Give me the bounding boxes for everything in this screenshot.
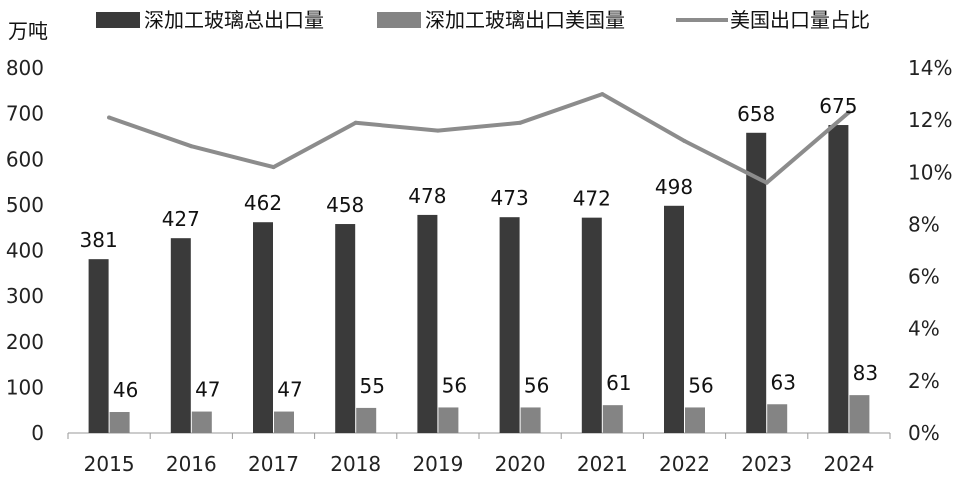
bar-us-export: [438, 407, 459, 433]
bar-us-export: [520, 407, 541, 433]
legend-swatch: [96, 12, 140, 28]
right-tick-label: 6%: [908, 265, 940, 289]
ratio-point: [107, 115, 112, 120]
bar-total-export: [335, 224, 356, 433]
bar-us-export: [767, 404, 788, 433]
left-axis-unit: 万吨: [8, 19, 48, 43]
data-label-total: 458: [326, 193, 364, 217]
ratio-point: [764, 180, 769, 185]
ratio-point: [600, 92, 605, 97]
data-label-total: 462: [244, 191, 282, 215]
ratio-point: [435, 128, 440, 133]
legend-swatch: [377, 12, 421, 28]
data-label-total: 478: [408, 184, 446, 208]
bar-us-export: [356, 407, 377, 433]
x-tick-label: 2017: [248, 452, 299, 476]
ratio-point: [846, 110, 851, 115]
data-label-us: 47: [195, 378, 220, 402]
right-tick-label: 14%: [908, 56, 952, 80]
ratio-point: [682, 139, 687, 143]
left-tick-label: 400: [6, 239, 44, 263]
ratio-point: [271, 165, 276, 170]
left-tick-label: 200: [6, 330, 44, 354]
bar-total-export: [253, 222, 273, 433]
bar-total-export: [170, 238, 191, 433]
x-tick-label: 2024: [823, 452, 874, 476]
bar-us-export: [602, 405, 623, 433]
right-tick-label: 8%: [908, 212, 940, 236]
legend-label: 深加工玻璃总出口量: [144, 8, 324, 32]
bar-total-export: [88, 259, 109, 433]
x-tick-label: 2020: [495, 452, 546, 476]
data-label-us: 56: [524, 373, 549, 397]
x-tick-label: 2019: [412, 452, 463, 476]
bar-us-export: [274, 411, 294, 433]
data-label-total: 675: [819, 94, 857, 118]
x-tick-label: 2018: [330, 452, 381, 476]
x-tick-label: 2023: [741, 452, 792, 476]
x-tick-label: 2016: [166, 452, 217, 476]
bars: [88, 125, 870, 433]
x-tick-label: 2021: [577, 452, 628, 476]
data-label-us: 46: [113, 378, 138, 402]
axes: 2015 2016 2017 2018 2019 2020 2021 2022 2023 2024…: [6, 56, 953, 476]
data-label-total: 658: [737, 102, 775, 126]
left-tick-label: 0: [31, 421, 44, 445]
data-label-us: 63: [770, 370, 795, 394]
data-label-total: 472: [573, 187, 611, 211]
data-label-us: 56: [688, 373, 713, 397]
right-tick-label: 4%: [908, 317, 940, 341]
x-tick-label: 2022: [659, 452, 710, 476]
bar-total-export: [499, 217, 520, 433]
ratio-point: [353, 120, 358, 125]
left-tick-label: 300: [6, 284, 44, 308]
data-label-us: 55: [359, 374, 384, 398]
data-label-total: 498: [655, 175, 693, 199]
left-tick-label: 600: [6, 147, 44, 171]
right-tick-label: 12%: [908, 108, 952, 132]
data-label-total: 427: [162, 207, 200, 231]
ratio-line: [107, 92, 851, 185]
data-label-us: 61: [606, 371, 631, 395]
bar-us-export: [109, 412, 130, 433]
left-tick-label: 100: [6, 375, 44, 399]
ratio-point: [189, 144, 194, 149]
data-labels: 381 46 427 47 462 47 458 55 478 56 473 56 472 61 498 56…: [80, 94, 879, 402]
right-tick-label: 0%: [908, 421, 940, 445]
bar-total-export: [581, 217, 602, 433]
left-tick-label: 700: [6, 102, 44, 126]
data-label-us: 47: [277, 378, 302, 402]
data-label-us: 56: [442, 373, 467, 397]
right-tick-label: 10%: [908, 160, 952, 184]
data-label-total: 381: [80, 228, 118, 252]
data-label-us: 83: [853, 361, 878, 385]
x-tick-label: 2015: [84, 452, 135, 476]
legend-label: 美国出口量占比: [730, 8, 870, 32]
data-label-total: 473: [491, 186, 529, 210]
left-tick-label: 500: [6, 193, 44, 217]
legend-label: 深加工玻璃出口美国量: [425, 8, 625, 32]
bar-us-export: [849, 395, 870, 433]
bar-total-export: [746, 132, 767, 433]
left-tick-label: 800: [6, 56, 44, 80]
bar-us-export: [685, 407, 705, 433]
right-tick-label: 2%: [908, 369, 940, 393]
legend: 深加工玻璃总出口量 深加工玻璃出口美国量 美国出口量占比: [96, 8, 870, 32]
bar-us-export: [191, 411, 212, 433]
bar-total-export: [664, 205, 684, 433]
bar-total-export: [828, 125, 849, 433]
ratio-series-line: [107, 92, 851, 185]
ratio-point: [518, 120, 523, 125]
bar-total-export: [417, 214, 438, 433]
